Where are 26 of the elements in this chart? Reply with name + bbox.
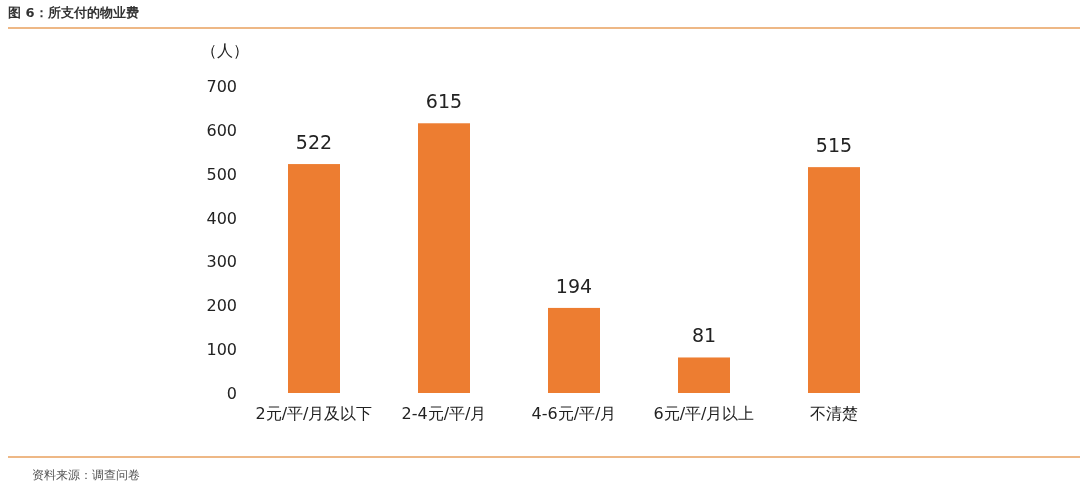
x-tick-label: 2-4元/平/月 [401,404,487,423]
data-label: 515 [815,134,853,157]
y-tick-label: 700 [206,77,237,96]
x-tick-label: 4-6元/平/月 [531,404,617,423]
x-tick-label: 2元/平/月及以下 [255,404,373,423]
y-tick-label: 100 [206,340,237,360]
y-tick-label: 500 [206,164,237,184]
data-label: 194 [555,274,593,297]
y-tick-label: 0 [226,384,237,403]
text: 资料来源：调查问卷 [32,468,140,482]
x-tick-label: 不清楚 [810,404,858,423]
y-tick-label: 600 [206,120,237,140]
data-label: 81 [691,324,717,347]
data-label: 615 [425,90,463,113]
text: 图 6：所支付的物业费 [8,5,139,20]
bar [548,307,600,393]
y-tick-label: 400 [206,208,237,228]
bar [418,123,470,393]
bar [288,164,340,393]
bar [678,357,730,393]
data-label: 522 [295,131,333,154]
y-axis-title: （人） [201,41,249,60]
y-tick-label: 200 [206,296,237,316]
y-tick-label: 300 [206,252,237,272]
x-tick-label: 6元/平/月以上 [653,404,755,423]
bar [808,167,860,393]
